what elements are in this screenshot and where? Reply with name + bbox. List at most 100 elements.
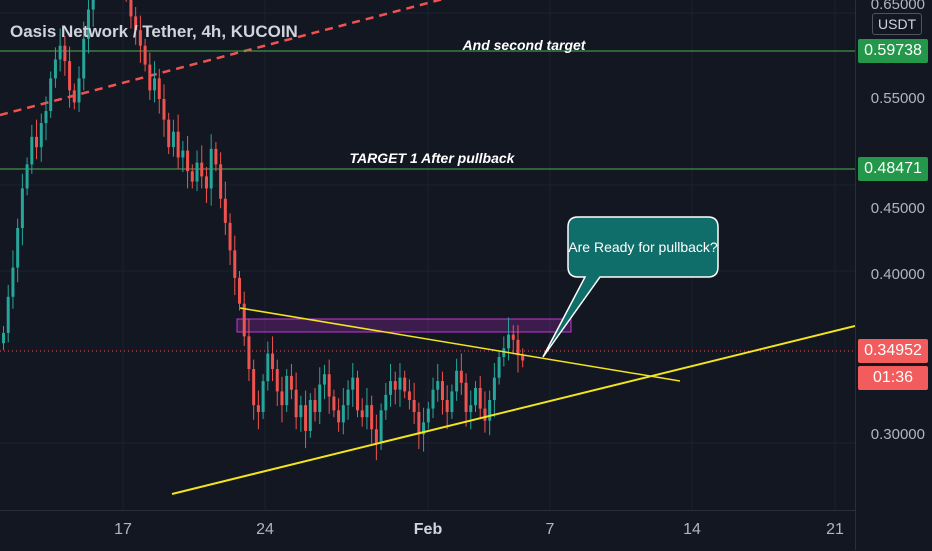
candle-up	[16, 228, 20, 268]
candle-up	[44, 111, 48, 124]
time-tick: 21	[826, 521, 844, 538]
price-chart[interactable]	[0, 0, 855, 510]
price-tick: 0.65000	[870, 0, 925, 13]
lower-trendline[interactable]	[171, 325, 855, 495]
price-tick: 0.55000	[870, 90, 925, 107]
candle-down	[374, 429, 378, 443]
candle-up	[455, 370, 459, 392]
candle-up	[49, 78, 53, 112]
candle-up	[502, 348, 506, 357]
candle-down	[511, 334, 515, 340]
chart-area[interactable]: Oasis Network / Tether, 4h, KUCOIN And s…	[0, 0, 855, 510]
candle-up	[422, 422, 426, 435]
candle-up	[153, 78, 157, 91]
candle-down	[162, 99, 166, 120]
candle-down	[129, 0, 133, 17]
candle-down	[294, 389, 298, 418]
candle-up	[91, 0, 95, 10]
candle-up	[308, 400, 312, 431]
candle-down	[464, 382, 468, 413]
candle-up	[209, 148, 213, 189]
candle-down	[176, 131, 180, 158]
candle-down	[407, 391, 411, 400]
candle-down	[304, 405, 308, 431]
candle-up	[299, 405, 303, 418]
candle-down	[186, 150, 190, 172]
candle-up	[351, 377, 355, 390]
candle-down	[483, 408, 487, 421]
candle-down	[238, 277, 241, 304]
candle-down	[356, 377, 359, 411]
candle-down	[521, 355, 525, 361]
candle-up	[58, 45, 62, 60]
candle-series	[2, 0, 525, 461]
candle-down	[200, 162, 204, 177]
candle-up	[261, 381, 265, 413]
candle-down	[138, 30, 142, 46]
time-tick: 17	[114, 521, 132, 538]
target1-price-tag: 0.48471	[858, 157, 928, 181]
second-target-price-tag: 0.59738	[858, 39, 928, 63]
callout-bubble[interactable]	[542, 216, 719, 358]
currency-button[interactable]: USDT	[872, 13, 923, 35]
candle-up	[389, 381, 393, 395]
candle-down	[148, 64, 152, 91]
chart-grid	[0, 0, 855, 510]
candle-down	[190, 171, 194, 182]
candle-up	[171, 131, 175, 148]
candle-up	[398, 377, 402, 390]
candle-down	[516, 339, 520, 356]
candle-up	[341, 405, 345, 423]
candle-down	[157, 78, 161, 99]
candle-down	[289, 375, 293, 390]
candle-down	[256, 405, 260, 413]
candle-up	[181, 150, 185, 158]
candle-up	[39, 123, 43, 148]
candle-up	[77, 78, 81, 103]
candle-up	[492, 377, 496, 400]
candle-up	[379, 410, 383, 443]
candle-down	[313, 400, 317, 413]
candle-down	[271, 353, 275, 370]
candle-down	[204, 176, 208, 189]
candle-down	[280, 391, 284, 406]
candle-down	[214, 148, 218, 165]
price-axis[interactable]: 0.65000 USDT 0.59738 0.55000 0.48471 0.4…	[855, 0, 932, 550]
candle-up	[450, 391, 454, 413]
candle-down	[445, 400, 449, 413]
candle-up	[285, 375, 289, 406]
candle-up	[384, 394, 388, 411]
callout-text: Are Ready for pullback?	[568, 239, 718, 255]
candle-up	[11, 267, 15, 297]
candle-down	[68, 61, 72, 91]
time-axis[interactable]: 17 24 Feb 7 14 21	[0, 510, 855, 551]
candle-up	[436, 381, 440, 390]
resistance-zone[interactable]	[236, 318, 572, 333]
candle-up	[346, 389, 350, 406]
candle-down	[459, 370, 463, 383]
time-tick: 7	[545, 521, 555, 538]
candle-down	[370, 405, 374, 430]
candle-down	[228, 222, 232, 251]
dashed-channel-line[interactable]	[0, 0, 470, 117]
price-tick: 0.30000	[870, 426, 925, 443]
candle-down	[440, 381, 444, 400]
candle-up	[474, 387, 477, 406]
candle-up	[488, 400, 492, 421]
price-tick: 0.40000	[870, 266, 925, 283]
upper-trendline[interactable]	[239, 307, 681, 382]
candle-down	[327, 374, 331, 397]
candle-up	[507, 334, 511, 349]
candle-up	[195, 162, 199, 182]
candle-down	[360, 410, 364, 418]
current-price-tag: 0.34952	[858, 339, 928, 363]
candle-up	[266, 353, 270, 382]
candle-down	[275, 369, 279, 392]
candle-up	[2, 332, 5, 344]
candle-down	[63, 45, 67, 62]
candle-up	[365, 405, 369, 418]
candle-down	[242, 303, 246, 337]
candle-down	[412, 400, 416, 413]
candle-up	[86, 9, 90, 39]
price-tick: 0.45000	[870, 200, 925, 217]
